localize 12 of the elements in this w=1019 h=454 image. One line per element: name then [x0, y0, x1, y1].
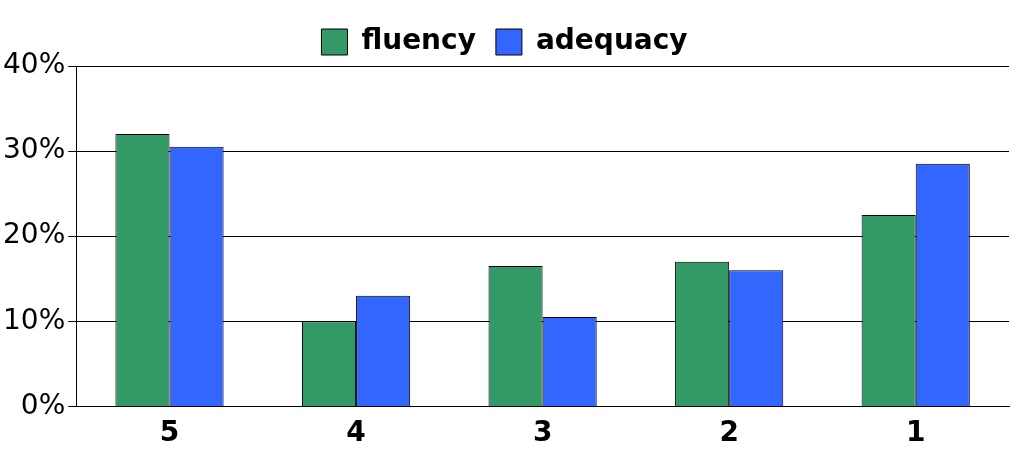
- x-tick-label: 3: [532, 415, 553, 449]
- y-tick-label: 10%: [3, 302, 66, 336]
- y-tick-label: 30%: [3, 132, 66, 166]
- y-tick-label: 0%: [20, 387, 66, 421]
- x-tick-label: 1: [905, 415, 926, 449]
- legend-label: adequacy: [535, 23, 688, 57]
- x-tick-label: 4: [346, 415, 366, 449]
- x-tick-label: 2: [719, 415, 739, 449]
- y-tick-label: 40%: [3, 47, 66, 81]
- legend-label: fluency: [361, 23, 476, 57]
- x-tick-label: 5: [159, 415, 180, 449]
- y-tick-label: 20%: [3, 217, 66, 251]
